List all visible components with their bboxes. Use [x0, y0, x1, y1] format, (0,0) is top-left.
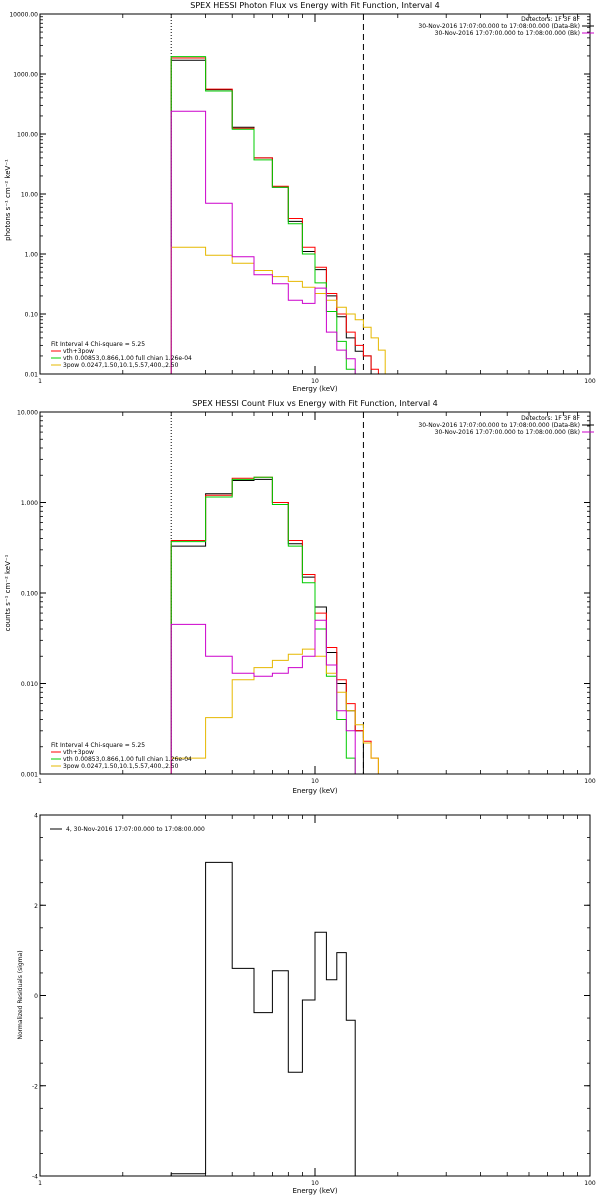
- count-flux-x-tick-label: 10: [311, 778, 319, 785]
- residuals-legend-0: 4, 30-Nov-2016 17:07:00.000 to 17:08:00.…: [66, 826, 205, 833]
- count-flux-y-tick-label: 0.100: [21, 591, 38, 598]
- count-flux-title: SPEX HESSI Count Flux vs Energy with Fit…: [192, 399, 437, 408]
- count-flux-xlabel: Energy (keV): [292, 787, 337, 795]
- photon-flux-legend-top-1: 30-Nov-2016 17:07:00.000 to 17:08:00.000…: [418, 23, 580, 30]
- count-flux-legend-bottom-1: vth+3pow: [63, 749, 94, 756]
- photon-flux-axes-frame: [39, 13, 591, 375]
- count-flux-y-ticks: 10.000 1.000 0.100 0.010 0.001: [17, 410, 590, 779]
- count-flux-legend-bottom-3: 3pow 0.0247,1.50,10.1,5.57,400.,2.50: [63, 763, 179, 770]
- residuals-axes-frame: [39, 814, 591, 1177]
- residuals-series: [170, 861, 356, 1176]
- count-flux-legend-bottom: Fit Interval 4 Chi-square = 5.25 vth+3po…: [51, 742, 192, 770]
- count-flux-legend-top-1: 30-Nov-2016 17:07:00.000 to 17:08:00.000…: [418, 422, 580, 429]
- photon-flux-x-tick-label: 10: [311, 378, 319, 385]
- residuals-x-tick-label: 100: [584, 1180, 596, 1187]
- photon-flux-series: [170, 14, 386, 374]
- residuals-legend: 4, 30-Nov-2016 17:07:00.000 to 17:08:00.…: [50, 826, 205, 833]
- count-flux-series: [170, 412, 386, 775]
- photon-flux-y-tick-label: 1.00: [25, 252, 39, 259]
- photon-flux-legend-bottom: Fit Interval 4 Chi-square = 5.25 vth+3po…: [51, 341, 192, 369]
- photon-flux-y-tick-label: 1000.00: [13, 72, 38, 79]
- photon-flux-title: SPEX HESSI Photon Flux vs Energy with Fi…: [190, 1, 440, 10]
- residuals-y-tick-label: -4: [32, 1174, 38, 1181]
- photon-flux-y-tick-label: 0.10: [25, 312, 39, 319]
- photon-flux-series-4-histogram: [170, 110, 356, 374]
- residuals-series-0-histogram: [170, 861, 356, 1176]
- count-flux-ylabel: counts s⁻¹ cm⁻² keV⁻¹: [4, 554, 12, 631]
- photon-flux-panel: SPEX HESSI Photon Flux vs Energy with Fi…: [4, 1, 596, 393]
- photon-flux-legend-bottom-2: vth 0.00853,0.866,1.00 full chian 1.26e-…: [63, 355, 192, 362]
- count-flux-x-tick-label: 1: [38, 778, 42, 785]
- photon-flux-series-2-histogram: [170, 56, 356, 374]
- photon-flux-xlabel: Energy (keV): [292, 385, 337, 393]
- residuals-y-tick-label: 4: [34, 813, 38, 820]
- count-flux-x-tick-label: 100: [584, 778, 596, 785]
- count-flux-legend-top-0: Detectors: 1F 3F 8F: [521, 415, 580, 422]
- residuals-ylabel: Normalized Residuals (sigma): [17, 950, 24, 1039]
- count-flux-legend-top: Detectors: 1F 3F 8F 30-Nov-2016 17:07:00…: [418, 415, 594, 436]
- photon-flux-series-3-histogram: [170, 246, 386, 374]
- count-flux-y-tick-label: 0.001: [21, 772, 38, 779]
- photon-flux-x-tick-label: 100: [584, 378, 596, 385]
- residuals-panel: Energy (keV) Normalized Residuals (sigma…: [17, 813, 596, 1196]
- photon-flux-legend-top: Detectors: 1F 3F 8F 30-Nov-2016 17:07:00…: [418, 16, 594, 37]
- photon-flux-legend-top-2: 30-Nov-2016 17:07:00.000 to 17:08:00.000…: [435, 30, 580, 37]
- count-flux-series-2-histogram: [170, 476, 356, 774]
- count-flux-legend-bottom-2: vth 0.00853,0.866,1.00 full chian 1.26e-…: [63, 756, 192, 763]
- count-flux-series-4-histogram: [170, 619, 356, 774]
- count-flux-legend-top-2: 30-Nov-2016 17:07:00.000 to 17:08:00.000…: [435, 429, 580, 436]
- photon-flux-y-tick-label: 100.00: [17, 132, 38, 139]
- residuals-y-tick-label: 0: [34, 993, 38, 1000]
- photon-flux-y-tick-label: 0.01: [25, 372, 39, 379]
- photon-flux-x-tick-label: 1: [38, 378, 42, 385]
- count-flux-y-tick-label: 0.010: [21, 681, 38, 688]
- residuals-x-tick-label: 1: [38, 1180, 42, 1187]
- count-flux-y-tick-label: 1.000: [21, 500, 38, 507]
- photon-flux-legend-top-0: Detectors: 1F 3F 8F: [521, 16, 580, 23]
- photon-flux-legend-bottom-3: 3pow 0.0247,1.50,10.1,5.57,400.,2.50: [63, 362, 179, 369]
- residuals-y-tick-label: -2: [32, 1083, 38, 1090]
- residuals-y-tick-label: 2: [34, 903, 38, 910]
- photon-flux-y-tick-label: 10.00: [21, 192, 38, 199]
- count-flux-panel: SPEX HESSI Count Flux vs Energy with Fit…: [4, 399, 596, 795]
- residuals-x-tick-label: 10: [311, 1180, 319, 1187]
- residuals-xlabel: Energy (keV): [292, 1187, 337, 1195]
- photon-flux-ylabel: photons s⁻¹ cm⁻² keV⁻¹: [4, 159, 12, 241]
- count-flux-legend-bottom-0: Fit Interval 4 Chi-square = 5.25: [51, 742, 145, 749]
- photon-flux-y-tick-label: 10000.00: [9, 12, 38, 19]
- count-flux-y-tick-label: 10.000: [17, 410, 38, 417]
- count-flux-axes-frame: [39, 411, 591, 775]
- photon-flux-legend-bottom-0: Fit Interval 4 Chi-square = 5.25: [51, 341, 145, 348]
- photon-flux-legend-bottom-1: vth+3pow: [63, 348, 94, 355]
